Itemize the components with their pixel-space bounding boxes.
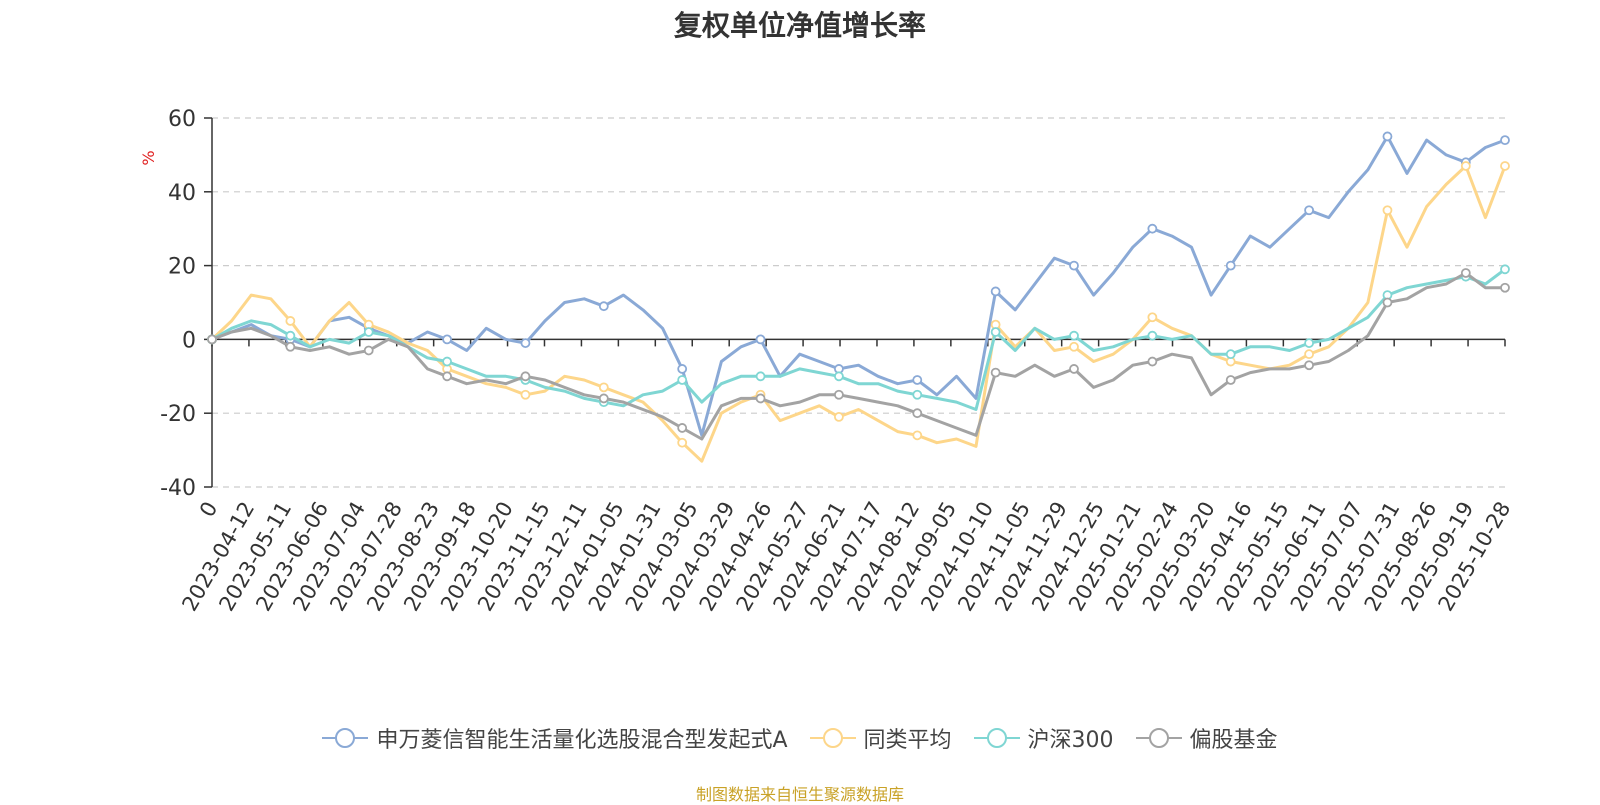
legend-marker-icon bbox=[809, 728, 856, 748]
gridlines bbox=[212, 117, 1505, 488]
data-point bbox=[677, 437, 688, 448]
y-tick-label: -40 bbox=[160, 476, 196, 501]
data-point bbox=[1460, 268, 1471, 278]
legend-marker-icon bbox=[1135, 728, 1182, 748]
legend-item-peer-average[interactable]: 同类平均 bbox=[809, 722, 952, 754]
data-point bbox=[1304, 338, 1314, 348]
data-point bbox=[285, 316, 296, 326]
source-note: 制图数据来自恒生聚源数据库 bbox=[695, 785, 904, 804]
data-point bbox=[677, 375, 688, 385]
data-point bbox=[1460, 161, 1471, 171]
data-point bbox=[1304, 349, 1314, 360]
y-axis-label: % bbox=[139, 150, 158, 165]
data-point bbox=[1500, 135, 1510, 146]
data-point bbox=[755, 334, 766, 345]
data-point bbox=[1382, 131, 1393, 142]
data-point bbox=[598, 393, 609, 404]
data-point bbox=[755, 371, 766, 382]
data-point bbox=[912, 430, 923, 441]
y-tick-label: 20 bbox=[168, 255, 196, 280]
y-tick-label: 60 bbox=[168, 107, 196, 132]
data-point bbox=[834, 411, 844, 422]
data-point bbox=[442, 371, 452, 382]
y-tick-label: -20 bbox=[160, 402, 196, 427]
legend: 申万菱信智能生活量化选股混合型发起式A 同类平均 沪深300 偏股基金 bbox=[0, 722, 1600, 754]
series-line-0 bbox=[211, 134, 1506, 437]
data-point bbox=[520, 338, 531, 348]
data-point bbox=[1500, 282, 1510, 293]
data-point bbox=[520, 389, 531, 400]
data-point bbox=[990, 286, 1001, 297]
legend-label: 申万菱信智能生活量化选股混合型发起式A bbox=[376, 728, 788, 753]
series-line-1 bbox=[210, 164, 1507, 463]
data-point bbox=[363, 327, 374, 337]
data-point bbox=[1225, 260, 1236, 271]
data-point bbox=[834, 389, 844, 400]
data-point bbox=[1304, 205, 1314, 216]
data-point bbox=[1225, 375, 1236, 385]
data-point bbox=[1147, 312, 1158, 323]
data-point bbox=[677, 364, 688, 374]
data-point bbox=[520, 371, 531, 382]
data-point bbox=[1069, 260, 1079, 271]
data-point bbox=[442, 356, 452, 367]
data-point bbox=[1147, 356, 1158, 367]
data-point bbox=[1069, 341, 1079, 352]
series-line-3 bbox=[211, 271, 1505, 441]
data-point bbox=[990, 327, 1001, 337]
data-point bbox=[834, 371, 844, 382]
legend-marker-icon bbox=[322, 728, 369, 748]
data-point bbox=[207, 334, 217, 345]
data-point bbox=[442, 334, 452, 345]
data-point bbox=[598, 301, 609, 312]
data-point bbox=[1500, 161, 1510, 171]
data-point bbox=[285, 330, 296, 341]
data-point bbox=[363, 345, 374, 356]
data-point bbox=[1069, 364, 1079, 374]
axes bbox=[204, 117, 1506, 488]
y-tick-label: 0 bbox=[182, 328, 196, 353]
data-point bbox=[1382, 205, 1393, 216]
chart-title: 复权单位净值增长率 bbox=[673, 9, 926, 42]
data-point bbox=[1069, 330, 1079, 341]
series-lines bbox=[207, 131, 1510, 463]
legend-marker-icon bbox=[973, 728, 1020, 748]
data-point bbox=[755, 393, 766, 404]
legend-item-equity-funds[interactable]: 偏股基金 bbox=[1135, 722, 1278, 754]
data-point bbox=[912, 408, 923, 419]
legend-label: 偏股基金 bbox=[1189, 728, 1278, 753]
data-point bbox=[912, 389, 923, 400]
data-point bbox=[1304, 360, 1314, 371]
data-point bbox=[285, 341, 296, 352]
y-tick-label: 40 bbox=[168, 181, 196, 206]
data-point bbox=[1382, 297, 1393, 308]
data-point bbox=[1147, 330, 1158, 341]
data-point bbox=[598, 382, 609, 393]
data-point bbox=[912, 375, 923, 385]
series-line-2 bbox=[211, 268, 1506, 411]
data-point bbox=[677, 423, 688, 433]
legend-label: 沪深300 bbox=[1027, 728, 1114, 753]
data-point bbox=[1147, 223, 1158, 234]
data-point bbox=[990, 367, 1001, 378]
legend-label: 同类平均 bbox=[863, 728, 952, 753]
legend-item-csi300[interactable]: 沪深300 bbox=[973, 722, 1114, 754]
data-point bbox=[1500, 264, 1510, 275]
legend-item-fund[interactable]: 申万菱信智能生活量化选股混合型发起式A bbox=[322, 722, 788, 754]
data-point bbox=[1225, 349, 1236, 360]
x-tick-label: 0 bbox=[195, 498, 222, 522]
